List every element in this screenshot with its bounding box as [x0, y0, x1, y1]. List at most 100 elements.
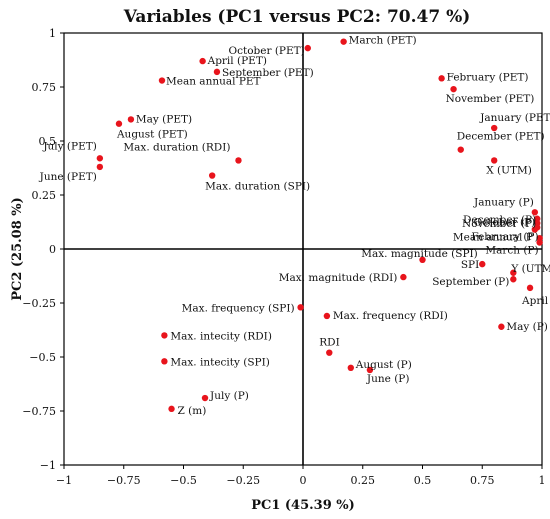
x-tick-label: 0.25 [351, 474, 376, 487]
data-point [213, 68, 221, 76]
data-point [304, 44, 311, 52]
data-point [457, 146, 464, 153]
data-point [526, 284, 534, 292]
point-label: September (P) [432, 276, 509, 288]
point-label: Max. frequency (SPI) [182, 302, 295, 314]
x-tick-label: −0.75 [107, 474, 141, 487]
data-point [199, 57, 206, 65]
point-label: September (PET) [222, 67, 314, 79]
x-axis-title: PC1 (45.39 %) [251, 498, 355, 513]
point-label: December (PET) [457, 131, 545, 143]
data-point [491, 124, 498, 132]
point-label: May (PET) [136, 113, 192, 125]
point-label: SPI [461, 259, 479, 271]
data-point [438, 75, 445, 82]
data-point [366, 366, 374, 374]
y-axis-title: PC2 (25.08 %) [10, 197, 25, 301]
data-point [510, 269, 517, 276]
data-point [510, 276, 517, 283]
point-label: July (P) [209, 390, 249, 402]
data-point [96, 155, 104, 162]
point-label: March (PET) [349, 35, 417, 47]
x-tick-label: −1 [56, 474, 72, 487]
data-points [96, 38, 543, 413]
data-point [340, 38, 347, 45]
point-label: July (PET) [42, 140, 97, 152]
point-label: March (P) [485, 245, 538, 257]
point-label: November (P) [462, 218, 536, 230]
point-label: January (P) [473, 196, 534, 208]
y-tick-labels: −1 −0.75 −0.5 −0.25 0 0.25 0.5 0.75 1 [22, 27, 64, 472]
y-tick-label: −0.5 [29, 351, 56, 364]
point-label: April (P) [521, 295, 550, 307]
data-point [491, 157, 498, 164]
y-tick-label: −1 [40, 459, 56, 472]
point-label: November (PET) [446, 93, 535, 105]
y-tick-label: 1 [49, 27, 56, 40]
point-label: August (PET) [116, 129, 188, 141]
data-point [531, 226, 539, 233]
point-label: August (P) [355, 359, 412, 371]
point-label: June (PET) [39, 171, 97, 183]
data-point [96, 163, 104, 171]
point-label: Max. intecity (RDI) [170, 330, 272, 342]
data-point [158, 77, 166, 84]
point-label: Z (m) [178, 405, 207, 417]
point-label: October (PET) [229, 45, 305, 57]
data-point [536, 239, 543, 246]
data-point [498, 323, 505, 330]
point-label: Max. duration (SPI) [205, 181, 310, 193]
x-tick-labels: −1 −0.75 −0.5 −0.25 0 0.25 0.5 0.75 1 [56, 465, 546, 487]
x-tick-label: 0.5 [414, 474, 432, 487]
point-label: RDI [319, 337, 339, 349]
point-label: Max. magnitude (SPI) [361, 248, 478, 260]
data-point [323, 312, 331, 320]
point-label: Max. intecity (SPI) [170, 356, 270, 368]
y-tick-label: 0 [49, 243, 56, 256]
x-tick-label: −0.25 [226, 474, 260, 487]
data-point [326, 349, 333, 356]
data-point [201, 394, 209, 402]
data-point [450, 85, 457, 93]
point-label: May (P) [506, 321, 548, 333]
y-tick-label: −0.75 [22, 405, 56, 418]
y-tick-label: 0.25 [32, 189, 57, 202]
point-label: X (UTM) [486, 164, 532, 176]
point-label: Y (UTM) [510, 263, 550, 275]
data-point [161, 358, 168, 365]
data-point [419, 256, 426, 263]
x-tick-label: −0.5 [170, 474, 197, 487]
y-tick-label: 0.75 [32, 81, 57, 94]
point-label: Max. magnitude (RDI) [279, 272, 398, 284]
data-point [208, 172, 216, 179]
x-tick-label: 0 [300, 474, 307, 487]
point-label: February (P) [471, 231, 538, 243]
data-point [161, 332, 168, 339]
data-point [347, 364, 354, 371]
data-point [235, 157, 242, 164]
data-point [297, 304, 304, 311]
data-point [127, 116, 135, 123]
point-label: Max. frequency (RDI) [333, 310, 448, 322]
point-label: December (P) [463, 214, 536, 226]
point-label: Mean annual P [453, 232, 533, 244]
point-labels: March (PET)October (PET)April (PET)Septe… [39, 35, 550, 417]
point-label: Max. duration (RDI) [123, 141, 230, 153]
x-tick-label: 0.75 [470, 474, 495, 487]
point-label: January (PET) [479, 112, 550, 124]
data-point [168, 405, 175, 413]
data-point [531, 209, 539, 216]
data-point [400, 273, 407, 281]
point-label: Mean annual PET [166, 76, 261, 88]
data-point [479, 260, 486, 268]
data-point [115, 120, 123, 127]
y-tick-label: 0.5 [39, 135, 57, 148]
y-tick-label: −0.25 [22, 297, 56, 310]
point-label: April (PET) [207, 55, 267, 67]
x-tick-label: 1 [539, 474, 546, 487]
chart-title: Variables (PC1 versus PC2: 70.47 %) [123, 7, 471, 27]
point-label: February (PET) [447, 71, 529, 83]
point-label: June (P) [366, 373, 410, 385]
point-label: October (P) [474, 216, 536, 228]
